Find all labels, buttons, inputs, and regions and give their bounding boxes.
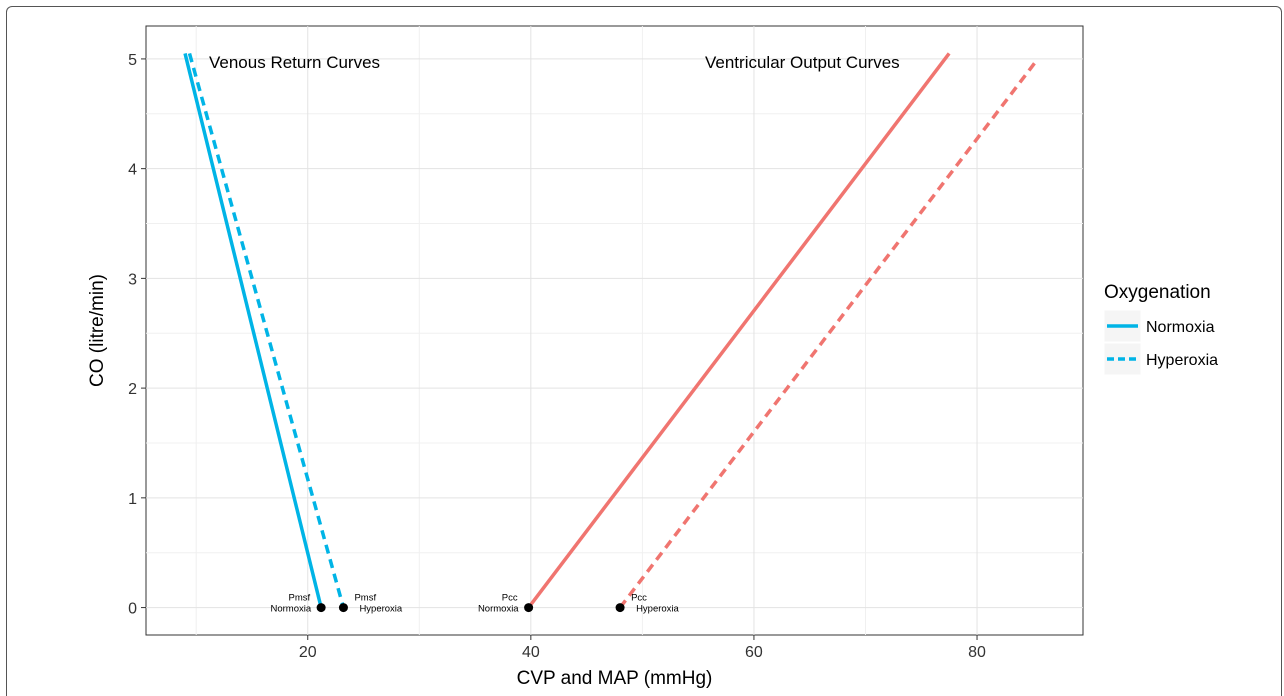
series-line-normoxia-venous — [183, 53, 323, 608]
point-label-condition: Hyperoxia — [359, 604, 402, 615]
y-tick-label: 0 — [128, 601, 137, 618]
y-tick-label: 2 — [128, 381, 137, 398]
y-tick-label: 3 — [128, 271, 137, 288]
x-tick-label: 80 — [968, 644, 986, 661]
minor-gridlines — [146, 26, 1083, 635]
x-tick-label: 60 — [745, 644, 763, 661]
y-axis-title: CO (litre/min) — [87, 274, 108, 387]
point-label-condition: Hyperoxia — [636, 604, 679, 615]
point-label-type: Pcc — [502, 593, 518, 604]
x-axis-title: CVP and MAP (mmHg) — [517, 668, 713, 689]
legend: Oxygenation Normoxia Hyperoxia — [1103, 282, 1218, 376]
major-gridlines — [146, 26, 1083, 635]
legend-label-normoxia: Normoxia — [1146, 319, 1215, 336]
data-point — [615, 603, 625, 613]
y-tick-label: 1 — [128, 491, 137, 508]
series-line-hyperoxia-venous — [187, 52, 346, 609]
data-point — [338, 603, 348, 613]
annotations: Venous Return Curves Ventricular Output C… — [209, 53, 900, 72]
series-layer — [183, 52, 1038, 609]
series-line-hyperoxia-ventricular — [618, 60, 1038, 609]
y-tick-label: 4 — [128, 162, 137, 179]
data-point — [316, 603, 326, 613]
x-tick-label: 20 — [299, 644, 317, 661]
points-layer: PmsfNormoxiaPmsfHyperoxiaPccNormoxiaPccH… — [270, 593, 679, 615]
point-label-condition: Normoxia — [270, 604, 311, 615]
legend-title: Oxygenation — [1104, 282, 1211, 303]
y-axis: 0 1 2 3 4 5 — [128, 52, 146, 618]
figure-frame — [6, 6, 1282, 696]
y-tick-label: 5 — [128, 52, 137, 69]
annotation-label: Venous Return Curves — [209, 53, 380, 72]
x-axis: 20 40 60 80 — [299, 635, 986, 661]
point-label-type: Pmsf — [354, 593, 376, 604]
annotation-label: Ventricular Output Curves — [705, 53, 900, 72]
series-line-normoxia-ventricular — [527, 52, 951, 609]
point-label-condition: Normoxia — [478, 604, 519, 615]
data-point — [524, 603, 534, 613]
x-tick-label: 40 — [522, 644, 540, 661]
point-label-type: Pcc — [631, 593, 647, 604]
plot-panel — [145, 25, 1084, 636]
point-label-type: Pmsf — [288, 593, 310, 604]
legend-label-hyperoxia: Hyperoxia — [1146, 352, 1218, 369]
